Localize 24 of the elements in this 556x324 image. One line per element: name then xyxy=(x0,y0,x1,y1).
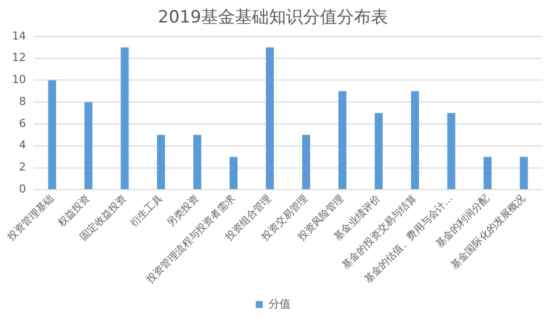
y-tick-label: 4 xyxy=(18,138,26,152)
y-tick-label: 10 xyxy=(12,73,26,86)
bar xyxy=(157,134,165,190)
bar xyxy=(520,156,528,190)
bar xyxy=(484,156,492,190)
x-tick-label: 衍生工具 xyxy=(128,192,165,230)
y-tick-label: 12 xyxy=(12,51,26,64)
bar xyxy=(411,91,419,190)
bar xyxy=(84,102,92,190)
y-tick-label: 8 xyxy=(18,94,26,108)
bar xyxy=(120,47,129,190)
bar xyxy=(338,91,346,190)
y-tick-label: 14 xyxy=(12,29,26,42)
bar xyxy=(374,113,383,190)
bar xyxy=(266,47,274,190)
chart-title: 2019基金基础知识分值分布表 xyxy=(158,8,388,28)
y-tick-label: 6 xyxy=(18,116,26,130)
bar xyxy=(193,134,202,190)
bar xyxy=(230,156,238,190)
legend-label: 分值 xyxy=(268,297,290,310)
y-tick-label: 2 xyxy=(18,160,26,174)
bar xyxy=(302,134,310,190)
bar xyxy=(48,80,56,190)
bar xyxy=(447,113,456,190)
